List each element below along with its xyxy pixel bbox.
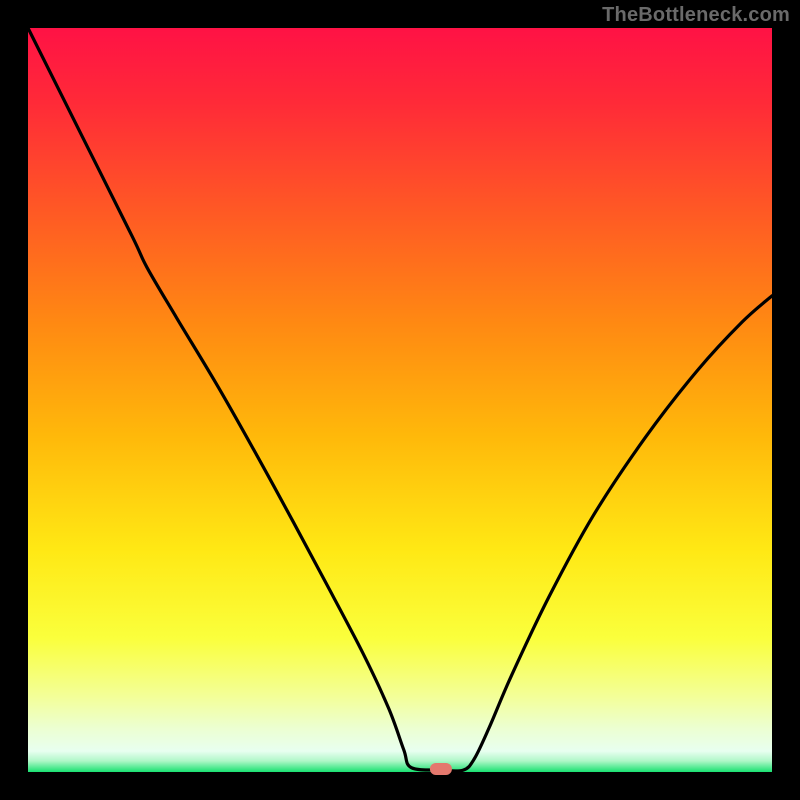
minimum-marker: [430, 763, 452, 775]
branding-text: TheBottleneck.com: [602, 4, 790, 27]
chart-container: TheBottleneck.com: [0, 0, 800, 800]
bottleneck-chart: [0, 0, 800, 800]
plot-background: [28, 28, 772, 772]
